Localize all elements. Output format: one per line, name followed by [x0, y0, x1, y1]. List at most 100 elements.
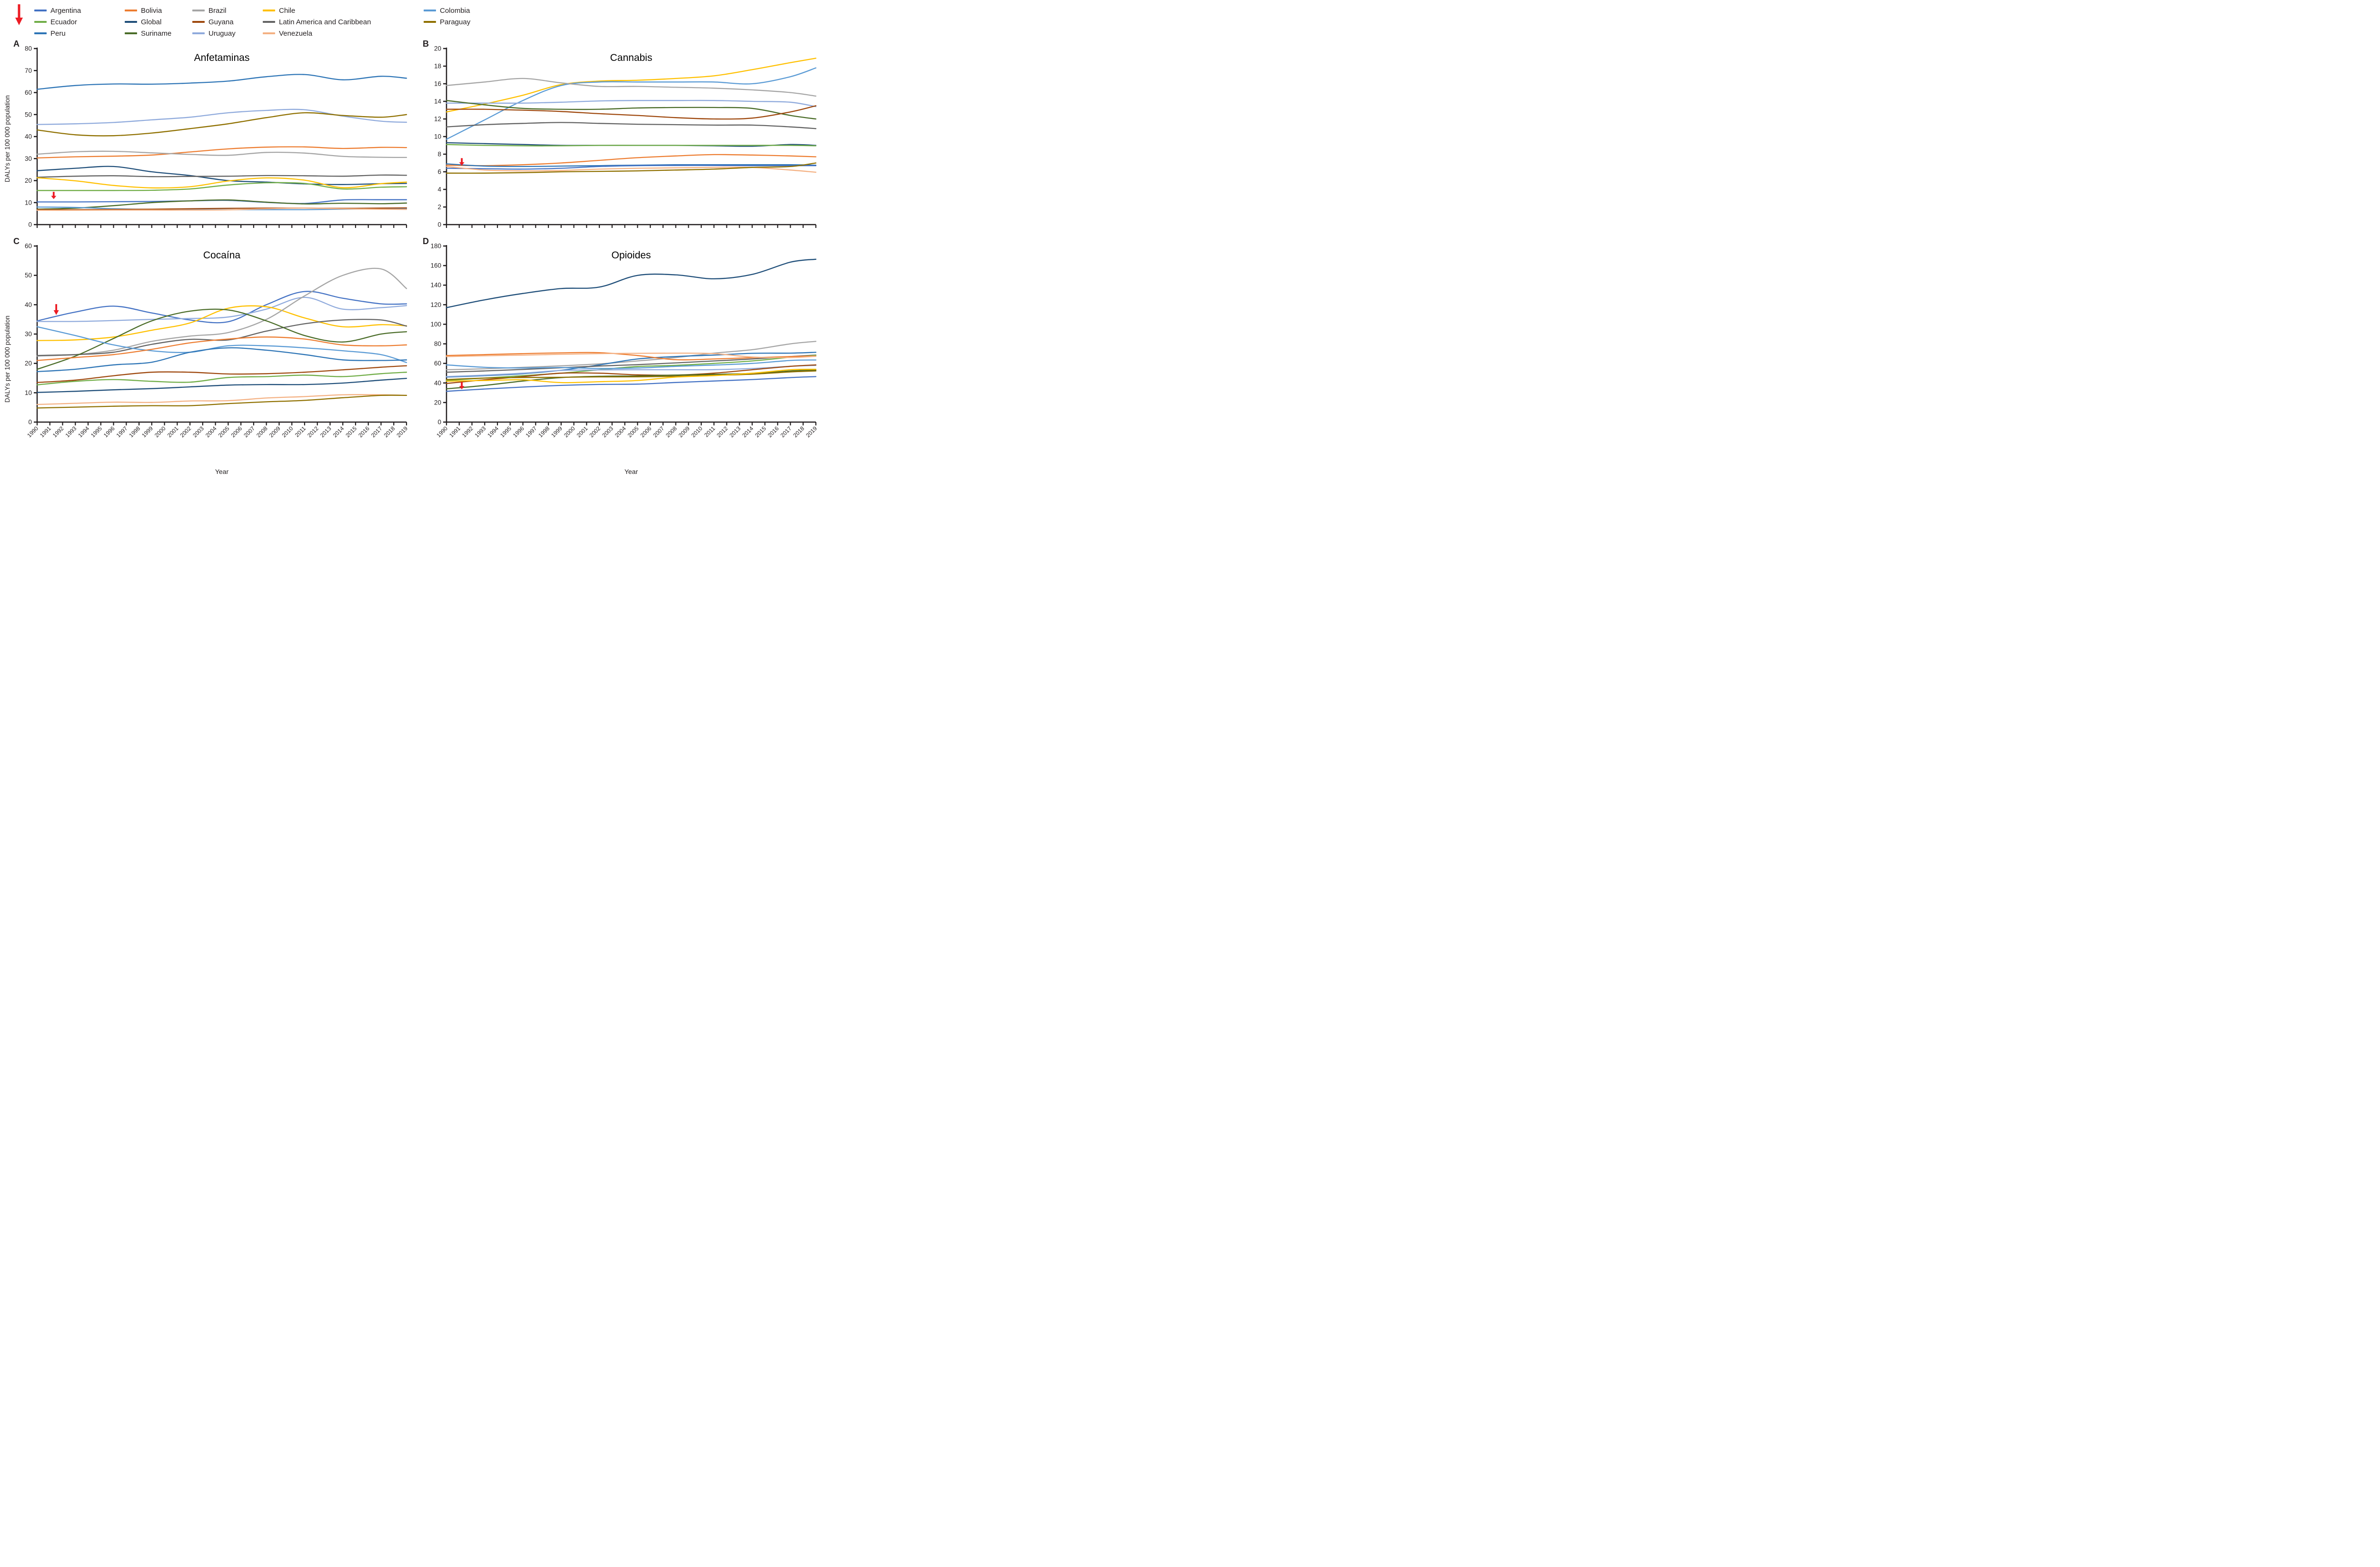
- x-tick-label: 2002: [178, 425, 192, 439]
- y-tick-label: 160: [430, 262, 441, 269]
- chart-title: Anfetaminas: [194, 52, 250, 63]
- legend-swatch-icon: [34, 32, 47, 34]
- panel-a-chart: A Anfetaminas 0 10 20 30 40 50 60 70 80 Peru Uruguay…: [13, 39, 407, 228]
- panel-letter: B: [423, 40, 429, 49]
- panel-letter: C: [13, 237, 20, 246]
- x-tick-label: 1999: [550, 425, 564, 439]
- x-tick-label: 2003: [601, 425, 615, 439]
- series-line-paraguay: Paraguay: [36, 394, 407, 409]
- legend-label: Latin America and Caribbean: [279, 18, 371, 26]
- x-tick-label: 2005: [217, 425, 231, 439]
- series-line-latin-america-and-caribbean: Latin America and Caribbean: [446, 122, 817, 129]
- legend-item[interactable]: Peru: [34, 30, 125, 38]
- series-line-ecuador: Ecuador: [36, 372, 407, 385]
- y-tick-label: 12: [434, 116, 441, 123]
- legend-label: Colombia: [440, 6, 470, 15]
- y-tick-label: 100: [430, 321, 441, 328]
- x-tick-label: 1995: [499, 425, 513, 439]
- axes: 0 2 4 6 8 10 12 14 16 18 20: [434, 45, 817, 228]
- legend-item[interactable]: Paraguay: [424, 18, 495, 26]
- legend-item[interactable]: Chile: [263, 7, 424, 15]
- series-line-argentina: Argentina: [446, 165, 817, 170]
- y-tick-label: 20: [25, 360, 32, 367]
- x-tick-label: 2019: [804, 425, 818, 439]
- x-tick-label: 1998: [128, 425, 141, 439]
- series-line-suriname: Suriname: [446, 100, 817, 120]
- legend-item[interactable]: Global: [125, 18, 192, 26]
- y-tick-label: 80: [434, 340, 441, 347]
- y-tick-label: 60: [25, 243, 32, 250]
- red-down-arrow-icon: [15, 4, 23, 25]
- x-tick-label: 2003: [191, 425, 205, 439]
- legend-swatch-icon: [34, 10, 47, 11]
- x-tick-label: 2017: [779, 425, 793, 439]
- legend-label: Peru: [50, 29, 66, 38]
- series-line-venezuela: Venezuela: [446, 166, 817, 173]
- x-axis-title: Year: [625, 468, 638, 475]
- chart-title: Cocaína: [203, 250, 241, 261]
- y-tick-label: 180: [430, 243, 441, 250]
- legend-swatch-icon: [125, 32, 137, 34]
- x-tick-label: 2008: [255, 425, 269, 439]
- x-tick-label: 2006: [229, 425, 243, 439]
- panel-letter: D: [423, 237, 429, 246]
- legend-item[interactable]: Colombia: [424, 7, 495, 15]
- figure: Argentina Bolivia Brazil Chile Colombia Ecuad…: [0, 0, 818, 490]
- y-tick-label: 30: [25, 155, 32, 162]
- x-tick-label: 1996: [102, 425, 116, 439]
- series-line-chile: Chile: [446, 368, 817, 384]
- legend-item[interactable]: Venezuela: [263, 30, 424, 38]
- x-tick-label: 2016: [357, 425, 371, 439]
- x-tick-label: 2016: [766, 425, 780, 439]
- y-tick-label: 70: [25, 67, 32, 74]
- series-line-uruguay: Uruguay: [446, 99, 817, 108]
- x-tick-label: 2004: [204, 425, 218, 439]
- legend-item[interactable]: Latin America and Caribbean: [263, 18, 424, 26]
- x-axis-title: Year: [215, 468, 229, 475]
- y-tick-label: 0: [437, 419, 441, 426]
- x-tick-label: 1994: [486, 425, 500, 439]
- legend-item[interactable]: Bolivia: [125, 7, 192, 15]
- x-tick-label: 1990: [435, 425, 449, 439]
- legend-item[interactable]: Guyana: [192, 18, 263, 26]
- legend-swatch-icon: [424, 21, 436, 23]
- red-down-arrow-icon: [459, 382, 465, 390]
- legend-item[interactable]: Ecuador: [34, 18, 125, 26]
- legend-swatch-icon: [192, 32, 205, 34]
- series-line-colombia: Colombia: [36, 326, 407, 363]
- legend-label: Bolivia: [141, 6, 162, 15]
- x-tick-label: 1990: [26, 425, 40, 439]
- y-tick-label: 20: [434, 399, 441, 406]
- series-line-global: Global: [36, 166, 407, 185]
- x-tick-label: 1994: [77, 425, 90, 439]
- series-line-brazil: Brazil: [446, 78, 817, 97]
- x-tick-label: 2002: [588, 425, 602, 439]
- legend-label: Suriname: [141, 29, 172, 38]
- y-tick-label: 20: [25, 177, 32, 184]
- x-tick-label: 1992: [51, 425, 65, 439]
- y-tick-label: 140: [430, 282, 441, 289]
- x-tick-label: 2019: [395, 425, 409, 439]
- legend-label: Argentina: [50, 6, 81, 15]
- series-line-ecuador: Ecuador: [446, 144, 817, 147]
- series-line-ecuador: Ecuador: [446, 355, 817, 381]
- x-tick-label: 1997: [525, 425, 538, 439]
- legend-item[interactable]: Suriname: [125, 30, 192, 38]
- legend-swatch-icon: [263, 10, 275, 11]
- legend-item[interactable]: Argentina: [34, 7, 125, 15]
- legend-item[interactable]: Uruguay: [192, 30, 263, 38]
- series-line-latin-america-and-caribbean: Latin America and Caribbean: [36, 174, 407, 178]
- y-tick-label: 4: [437, 186, 441, 193]
- series-line-peru: Peru: [36, 74, 407, 90]
- x-tick-label: 2011: [703, 425, 716, 438]
- panel-cocaina: C Cocaína 0 10 20 30 40 50 60 1990 1991 1992 1993 199…: [12, 237, 411, 480]
- series-line-uruguay: Uruguay: [36, 108, 407, 125]
- y-tick-label: 50: [25, 111, 32, 118]
- x-tick-label: 2013: [319, 425, 333, 439]
- y-tick-label: 18: [434, 63, 441, 70]
- legend-item[interactable]: Brazil: [192, 7, 263, 15]
- legend-label: Ecuador: [50, 18, 77, 26]
- x-tick-label: 2004: [614, 425, 627, 439]
- legend-arrow-cell: [15, 0, 34, 25]
- x-tick-label: 2012: [306, 425, 320, 439]
